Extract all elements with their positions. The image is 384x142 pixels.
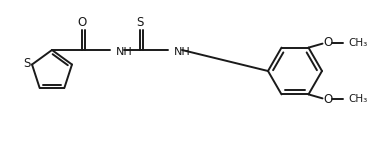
Text: O: O (77, 15, 87, 29)
Text: O: O (323, 93, 333, 106)
Text: O: O (323, 36, 333, 49)
Text: NH: NH (116, 47, 133, 57)
Text: CH₃: CH₃ (349, 38, 368, 48)
Text: S: S (136, 15, 144, 29)
Text: NH: NH (174, 47, 191, 57)
Text: CH₃: CH₃ (349, 94, 368, 104)
Text: S: S (23, 57, 31, 70)
